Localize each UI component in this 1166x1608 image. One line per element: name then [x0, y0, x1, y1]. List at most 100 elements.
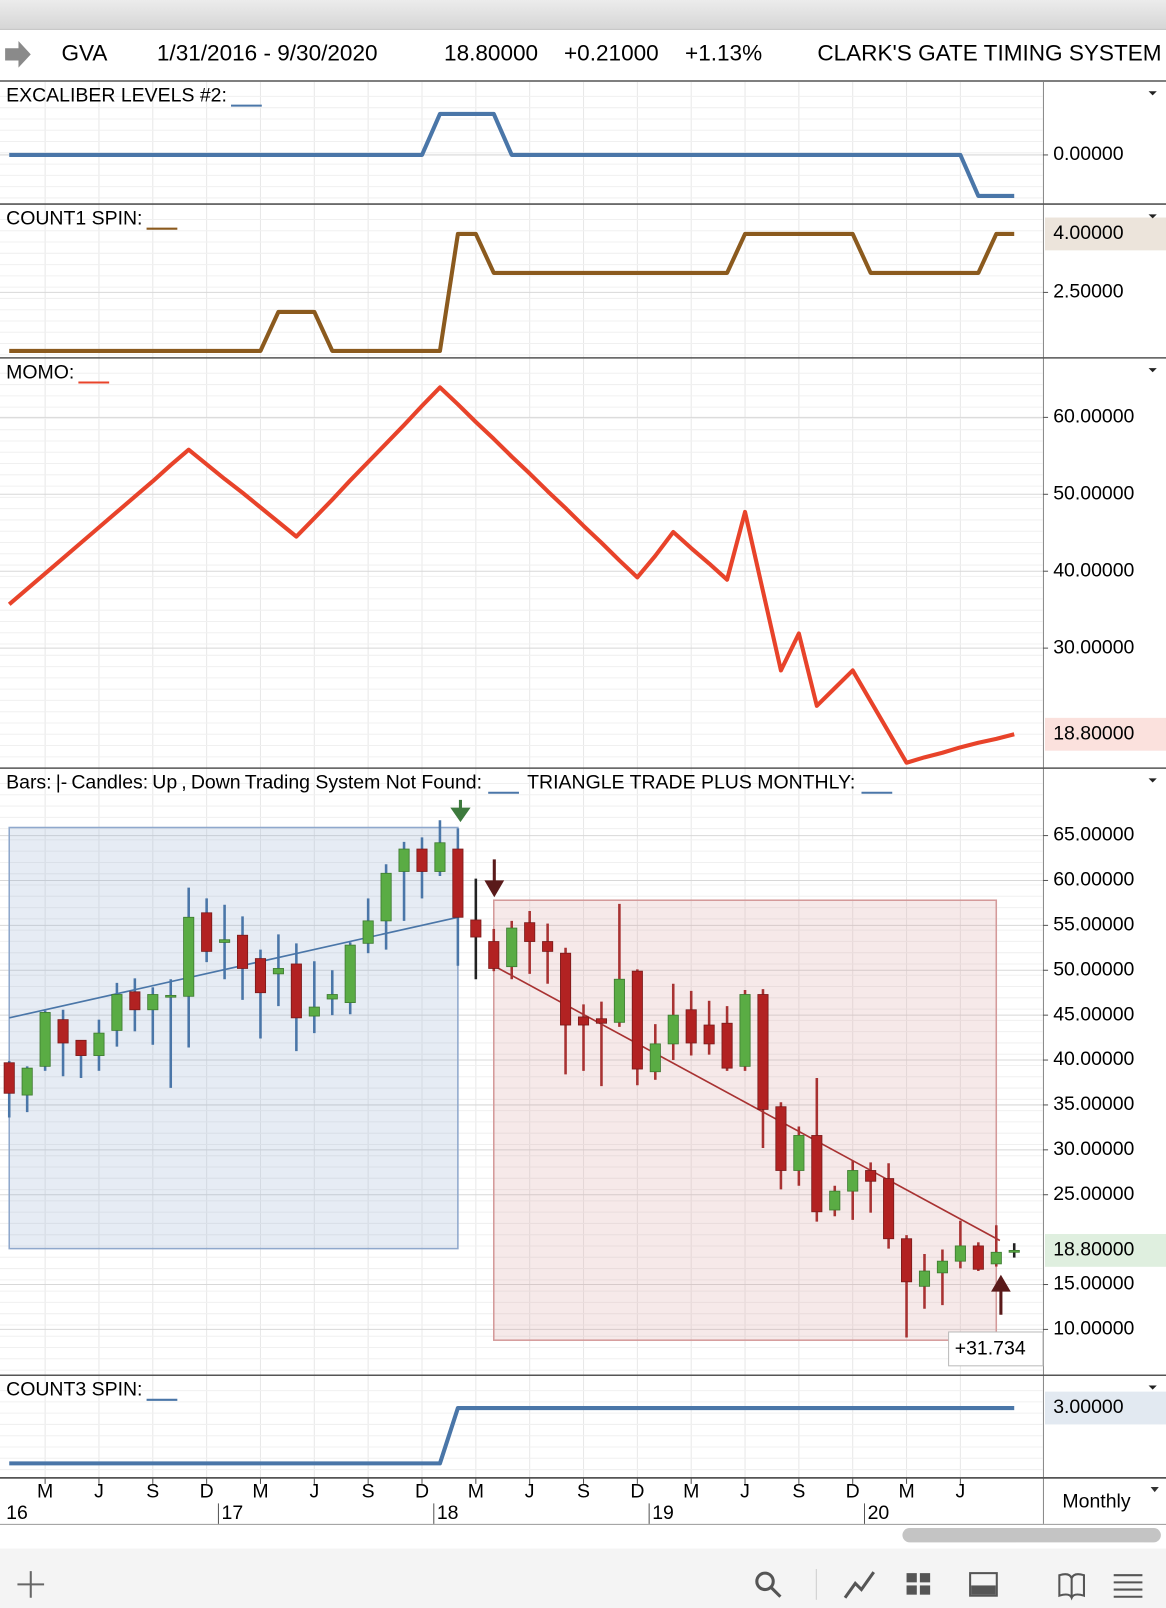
candle-body [811, 1135, 823, 1213]
trend-line [9, 916, 459, 1019]
search-icon-handle [770, 1586, 782, 1598]
last-value-box [1044, 217, 1166, 251]
candle-body [452, 848, 464, 918]
candle-body [272, 968, 284, 975]
drawing-tool-icon[interactable] [843, 1571, 875, 1599]
candle-body [183, 916, 195, 997]
x-tick-label: D [200, 1480, 214, 1502]
y-tick-label: 15.00000 [1053, 1273, 1134, 1295]
x-tick-label: M [37, 1480, 53, 1502]
x-tick-label: J [956, 1480, 966, 1502]
y-tick-label: 50.00000 [1053, 482, 1134, 504]
buy-arrow [450, 799, 471, 823]
y-tick-label: 55.00000 [1053, 914, 1134, 936]
layout-icon[interactable] [906, 1573, 931, 1595]
add-button[interactable] [17, 1571, 45, 1598]
price-change: +0.21000 [564, 40, 659, 65]
panel-icon[interactable] [969, 1572, 998, 1597]
panel-icon-fill [971, 1585, 996, 1595]
candle-body [93, 1032, 105, 1056]
x-tick-label: D [846, 1480, 860, 1502]
candle-body [883, 1178, 895, 1240]
candle-body [560, 952, 572, 1026]
candle-body [308, 1006, 320, 1017]
x-tick-label: M [252, 1480, 268, 1502]
candle-body [703, 1024, 715, 1045]
grid-layer [0, 82, 1043, 1478]
symbol[interactable]: GVA [62, 40, 108, 65]
marks-layer: M J S D M J S D M J S D M J S D M J 16 17 18 19 20 0.00000 EXCAL… [0, 85, 1166, 1524]
panel-menu[interactable] [1148, 91, 1157, 96]
candle-body [524, 922, 536, 942]
last-value-box [1044, 717, 1166, 751]
book-icon[interactable] [1058, 1573, 1085, 1601]
candle-body [470, 919, 482, 938]
candle-body [57, 1019, 69, 1044]
x-tick-label: M [898, 1480, 914, 1502]
last-value-box [1044, 1391, 1166, 1425]
last-value-box [1044, 1233, 1166, 1267]
candle-body [165, 994, 177, 998]
candle-body [542, 941, 554, 952]
last-value-label: 18.80000 [1053, 1239, 1134, 1261]
candle-body [75, 1039, 87, 1056]
candle-body [775, 1106, 787, 1171]
candle-body [901, 1238, 913, 1283]
panel-menu[interactable] [1148, 778, 1157, 783]
plot-area [7, 385, 1015, 765]
candle-body [739, 994, 751, 1067]
legend-item: Bars: [6, 772, 51, 794]
year-label: 18 [437, 1502, 459, 1524]
candle-body [936, 1260, 948, 1274]
panel-menu[interactable] [1148, 368, 1157, 373]
y-tick-label: 60.00000 [1053, 869, 1134, 891]
scrollbar[interactable] [902, 1528, 1161, 1543]
candle-body [685, 1009, 697, 1044]
period-dropdown[interactable] [1150, 1486, 1159, 1493]
indicator-line [7, 385, 1015, 765]
candle-body [380, 872, 392, 922]
period-selector[interactable]: Monthly [1062, 1491, 1130, 1513]
panel-title: COUNT1 SPIN: [6, 208, 142, 230]
legend-item: Up [152, 772, 177, 794]
year-label: 19 [652, 1502, 674, 1524]
candle-body [757, 994, 769, 1110]
menu-icon[interactable] [1113, 1574, 1143, 1598]
search-icon[interactable] [755, 1571, 775, 1592]
candle-body [667, 1014, 679, 1045]
x-tick-label: J [740, 1480, 750, 1502]
candle-body [847, 1170, 859, 1192]
y-tick-label: 40.00000 [1053, 1048, 1134, 1070]
x-tick-label: S [362, 1480, 375, 1502]
y-tick-label: 30.00000 [1053, 1138, 1134, 1160]
candle-body [254, 958, 267, 994]
y-tick-label: 40.00000 [1053, 559, 1134, 581]
candle-body [954, 1245, 966, 1262]
panel-menu[interactable] [1148, 214, 1157, 219]
x-tick-label: D [415, 1480, 429, 1502]
indicator-line [9, 111, 1015, 198]
toolbar [0, 1548, 1166, 1608]
last-value-label: 3.00000 [1053, 1396, 1124, 1418]
candle-body [721, 1022, 733, 1069]
x-tick-label: D [630, 1480, 644, 1502]
candle-body [236, 934, 249, 969]
legend-item: , [181, 772, 186, 794]
panel-menu[interactable] [1148, 1385, 1157, 1390]
legend-item: Down [191, 772, 241, 794]
candle-body [990, 1251, 1002, 1265]
candle-body [488, 941, 500, 969]
candle-body [219, 939, 231, 943]
x-tick-label: M [683, 1480, 699, 1502]
plot-area [9, 1405, 1015, 1466]
candle-body [918, 1270, 931, 1287]
y-tick-label: 50.00000 [1053, 958, 1134, 980]
symbol-arrow-icon[interactable] [5, 41, 31, 68]
sell-arrow [484, 859, 505, 898]
candle-body [865, 1170, 877, 1182]
trade-zone [493, 899, 998, 1341]
y-tick-label: 60.00000 [1053, 406, 1134, 428]
candle-body [3, 1062, 15, 1094]
